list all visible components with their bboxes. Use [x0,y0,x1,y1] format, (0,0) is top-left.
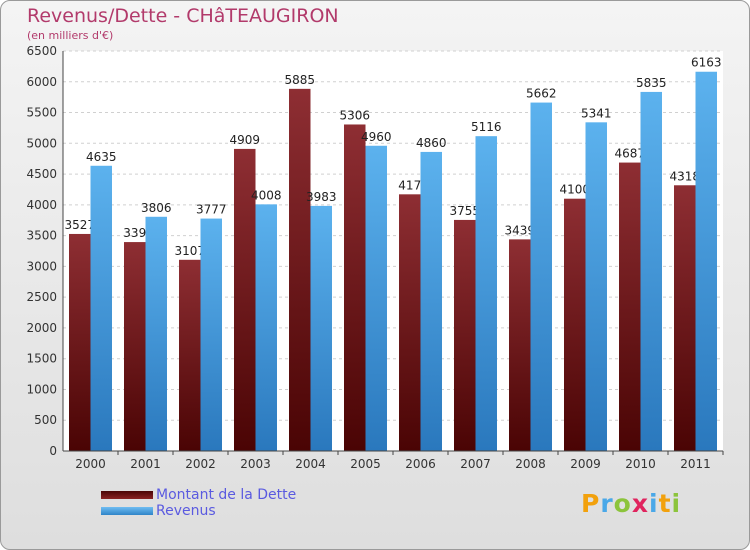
bar-dette [619,162,641,452]
bar-dette [234,148,256,451]
y-tick-label: 1500 [26,352,57,366]
data-label-dette: 4687 [614,147,645,161]
bar-dette [564,198,586,451]
data-label-revenus: 6163 [691,56,722,70]
logo-letter: i [671,489,682,518]
y-tick-label: 4500 [26,167,57,181]
bar-revenus [255,204,277,451]
x-tick-label: 2002 [185,457,216,471]
data-label-dette: 4100 [559,183,590,197]
bar-dette [289,88,311,451]
bar-dette [69,233,91,451]
data-label-dette: 3439 [504,223,535,237]
bar-revenus [475,136,497,451]
data-label-revenus: 5116 [471,120,502,134]
chart-subtitle: (en milliers d'€) [27,29,114,42]
data-label-revenus: 3983 [306,190,337,204]
bar-revenus [90,165,112,451]
data-label-revenus: 5341 [581,106,612,120]
data-label-revenus: 4860 [416,136,447,150]
data-label-revenus: 4008 [251,188,282,202]
bar-revenus [530,102,552,452]
data-label-dette: 417 [398,178,421,192]
logo-letter: P [581,489,601,518]
x-tick-label: 2010 [625,457,656,471]
bar-dette [674,185,696,451]
data-label-revenus: 3777 [196,203,227,217]
x-tick-label: 2006 [405,457,436,471]
logo-letter: r [600,489,614,518]
x-tick-label: 2005 [350,457,381,471]
data-label-dette: 3107 [174,244,205,258]
y-tick-label: 500 [34,413,57,427]
bar-dette [124,242,146,451]
legend-label-revenus: Revenus [156,503,216,519]
bar-revenus [585,122,607,452]
y-tick-label: 2000 [26,321,57,335]
y-tick-label: 6500 [26,44,57,58]
y-tick-label: 2500 [26,290,57,304]
x-tick-label: 2000 [75,457,106,471]
data-label-dette: 3527 [64,218,95,232]
y-tick-label: 6000 [26,75,57,89]
logo-letter: x [631,489,649,518]
logo-letter: t [658,489,672,518]
y-tick-label: 4000 [26,198,57,212]
x-tick-label: 2008 [515,457,546,471]
y-tick-label: 5500 [26,106,57,120]
logo-letter: o [613,489,632,518]
bar-revenus [420,151,442,451]
data-label-dette: 5885 [284,73,315,87]
x-tick-label: 2009 [570,457,601,471]
y-tick-label: 1000 [26,382,57,396]
bar-revenus [310,205,332,451]
data-label-revenus: 4635 [86,150,117,164]
data-label-dette: 339 [123,226,146,240]
x-tick-label: 2011 [680,457,711,471]
bar-dette [454,219,476,451]
x-tick-label: 2007 [460,457,491,471]
legend-label-dette: Montant de la Dette [156,487,297,503]
bar-revenus [365,145,387,451]
bar-dette [344,124,366,451]
y-tick-label: 3000 [26,259,57,273]
bar-revenus [145,216,167,451]
plot-area [63,51,723,451]
data-label-revenus: 3806 [141,201,172,215]
data-label-revenus: 4960 [361,130,392,144]
bar-dette [399,194,421,452]
legend-swatch-revenus [101,507,153,515]
y-tick-label: 0 [49,444,57,458]
bar-dette [179,259,201,451]
proxiti-logo: Proxiti [581,489,681,518]
bar-revenus [640,91,662,451]
x-tick-label: 2004 [295,457,326,471]
data-label-dette: 5306 [339,108,370,122]
chart-title: Revenus/Dette - CHâTEAUGIRON [27,5,339,27]
bar-revenus [695,71,717,451]
data-label-dette: 4909 [229,133,260,147]
y-tick-label: 5000 [26,136,57,150]
x-tick-label: 2001 [130,457,161,471]
x-tick-label: 2003 [240,457,271,471]
legend-swatch-dette [101,491,153,499]
y-tick-label: 3500 [26,229,57,243]
bar-revenus [200,218,222,451]
logo-letter: i [649,489,659,518]
data-label-dette: 4318 [669,169,700,183]
data-label-revenus: 5835 [636,76,667,90]
bar-dette [509,239,531,451]
data-label-revenus: 5662 [526,87,557,101]
data-label-dette: 3755 [449,204,480,218]
